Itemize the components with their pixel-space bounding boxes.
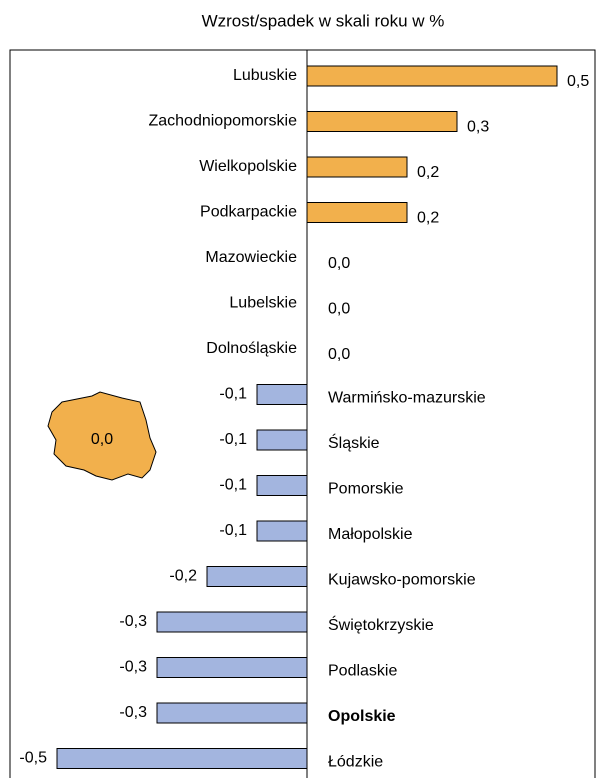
category-label: Zachodniopomorskie xyxy=(148,113,297,130)
category-label: Małopolskie xyxy=(328,526,413,543)
bar xyxy=(306,156,408,178)
value-label: -0,3 xyxy=(119,659,147,676)
category-label: Warmińsko-mazurskie xyxy=(328,390,486,407)
category-label: Śląskie xyxy=(328,433,380,452)
value-label: 0,2 xyxy=(417,164,439,181)
bar xyxy=(156,702,308,724)
value-label: -0,3 xyxy=(119,704,147,721)
value-label: -0,2 xyxy=(169,568,197,585)
category-label: Wielkopolskie xyxy=(199,158,297,175)
bar xyxy=(256,475,308,496)
value-label: 0,0 xyxy=(328,346,350,363)
bar xyxy=(56,748,308,769)
value-label: -0,1 xyxy=(219,477,247,494)
category-label: Mazowieckie xyxy=(205,249,297,266)
category-label: Lubelskie xyxy=(229,295,297,312)
value-label: -0,1 xyxy=(219,386,247,403)
value-label: 0,0 xyxy=(328,255,350,272)
category-label: Podkarpackie xyxy=(200,204,297,221)
value-label: -0,1 xyxy=(219,522,247,539)
category-label: Lubuskie xyxy=(233,67,297,84)
category-label: Świętokrzyskie xyxy=(328,615,434,634)
value-label: 0,2 xyxy=(417,210,439,227)
category-label: Podlaskie xyxy=(328,663,397,680)
map-poland xyxy=(47,391,157,481)
category-label: Łódzkie xyxy=(328,754,383,771)
bar xyxy=(156,657,308,678)
map-annotation: 0,0 xyxy=(91,431,113,448)
value-label: 0,0 xyxy=(328,301,350,318)
value-label: -0,5 xyxy=(19,750,47,767)
chart-title: Wzrost/spadek w skali roku w % xyxy=(202,11,445,30)
category-label: Pomorskie xyxy=(328,481,404,498)
bar xyxy=(256,429,308,451)
bar xyxy=(256,384,308,405)
bar xyxy=(206,566,308,587)
value-label: -0,3 xyxy=(119,613,147,630)
bar xyxy=(306,111,458,132)
bar xyxy=(256,520,308,542)
bar xyxy=(306,65,558,87)
value-label: 0,3 xyxy=(467,119,489,136)
bar xyxy=(306,202,408,223)
bar xyxy=(156,611,308,633)
value-label: -0,1 xyxy=(219,431,247,448)
category-label: Opolskie xyxy=(328,708,396,725)
category-label: Kujawsko-pomorskie xyxy=(328,572,476,589)
category-label: Dolnośląskie xyxy=(206,340,297,357)
plot-frame xyxy=(9,49,596,778)
value-label: 0,5 xyxy=(567,73,589,90)
